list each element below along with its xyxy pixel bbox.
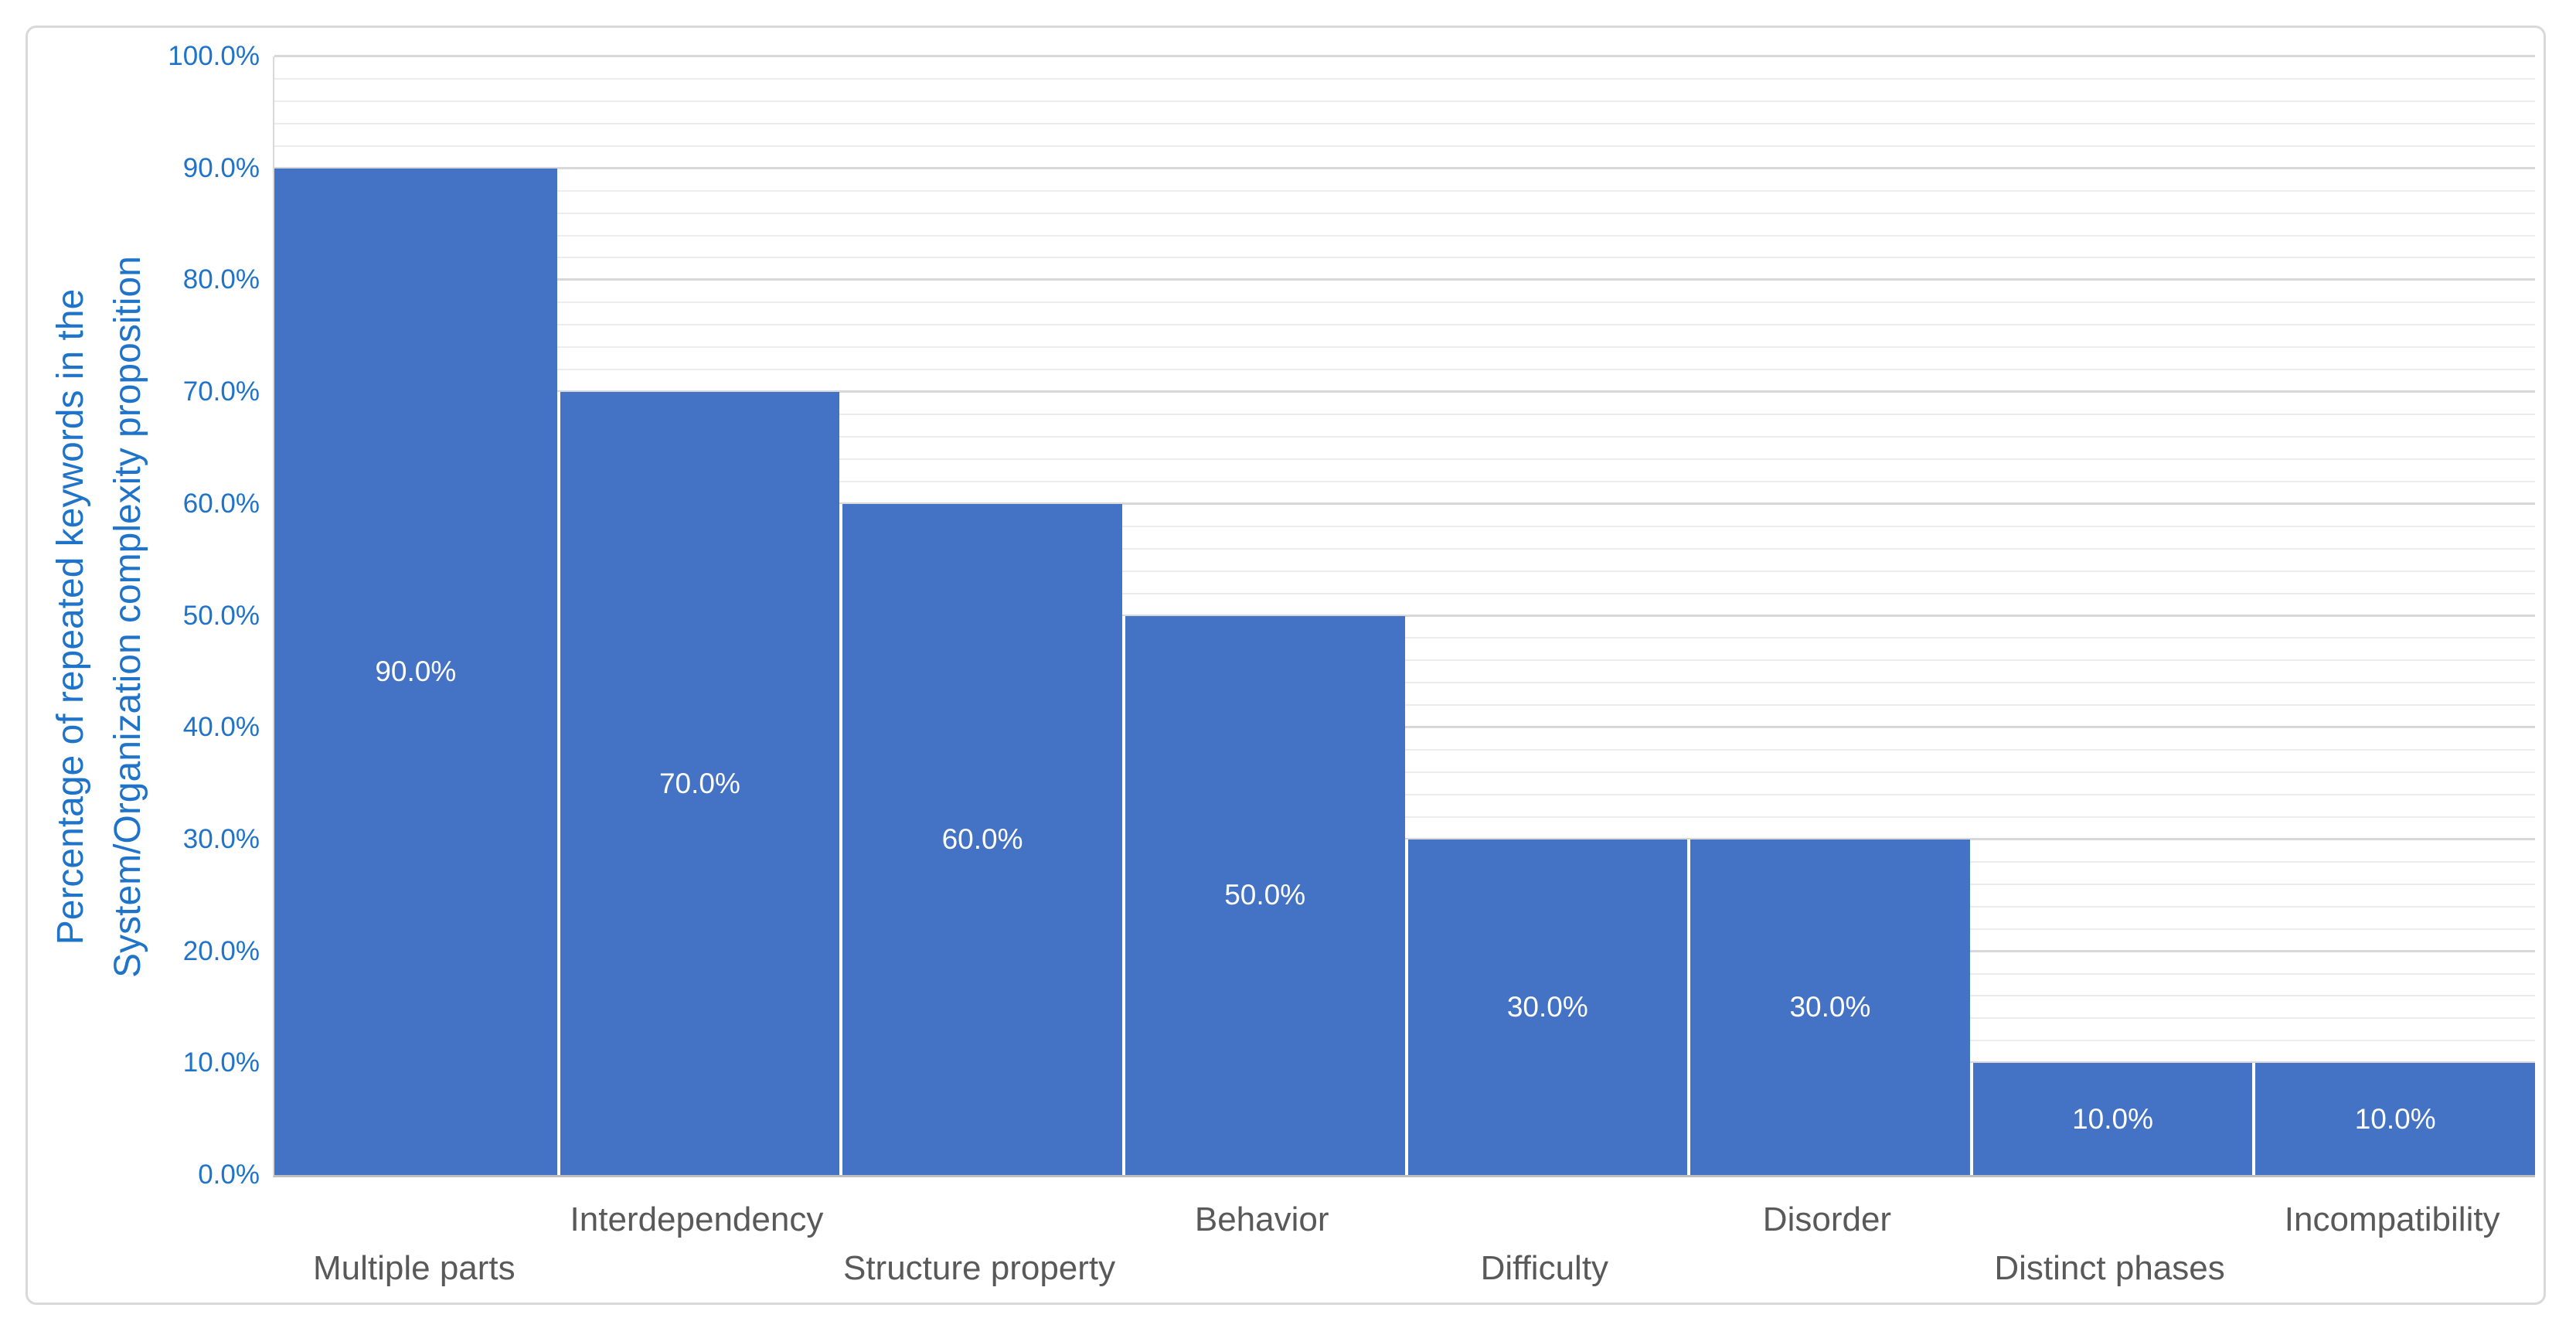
minor-gridline bbox=[274, 234, 2535, 237]
plot-area: 90.0% 70.0% 60.0% 50.0% 30.0% 30.0% 10.0% 10.0% bbox=[273, 55, 2535, 1177]
bar-8: 10.0% bbox=[2252, 1063, 2535, 1175]
minor-gridline bbox=[274, 324, 2535, 326]
category-label: Behavior bbox=[1194, 1200, 1329, 1238]
minor-gridline bbox=[274, 257, 2535, 259]
category-label: Structure property bbox=[842, 1249, 1116, 1287]
y-tick-label: 60.0% bbox=[182, 488, 260, 519]
bar-value-label: 50.0% bbox=[1224, 879, 1306, 911]
y-tick-label: 90.0% bbox=[182, 152, 260, 183]
minor-gridline bbox=[274, 592, 2535, 594]
y-tick-label: 0.0% bbox=[198, 1160, 260, 1190]
y-tick-label: 80.0% bbox=[182, 264, 260, 295]
minor-gridline bbox=[274, 480, 2535, 482]
minor-gridline bbox=[274, 369, 2535, 371]
y-tick-label: 50.0% bbox=[182, 600, 260, 631]
minor-gridline bbox=[274, 704, 2535, 707]
minor-gridline bbox=[274, 100, 2535, 102]
bar-value-label: 30.0% bbox=[1789, 990, 1871, 1023]
minor-gridline bbox=[274, 570, 2535, 572]
minor-gridline bbox=[274, 794, 2535, 796]
minor-gridline bbox=[274, 346, 2535, 349]
y-tick-label: 40.0% bbox=[182, 712, 260, 743]
bar-4: 50.0% bbox=[1121, 615, 1405, 1175]
major-gridline bbox=[274, 166, 2535, 169]
y-tick-label: 70.0% bbox=[182, 376, 260, 407]
minor-gridline bbox=[274, 659, 2535, 662]
bar-7: 10.0% bbox=[1969, 1063, 2253, 1175]
bar-value-label: 30.0% bbox=[1506, 990, 1588, 1023]
minor-gridline bbox=[274, 637, 2535, 639]
minor-gridline bbox=[274, 414, 2535, 416]
minor-gridline bbox=[274, 301, 2535, 304]
bar-value-label: 10.0% bbox=[2354, 1102, 2436, 1135]
category-label: Incompatibility bbox=[2284, 1200, 2500, 1238]
y-tick-label: 10.0% bbox=[182, 1047, 260, 1078]
minor-gridline bbox=[274, 749, 2535, 751]
minor-gridline bbox=[274, 212, 2535, 214]
bar-value-label: 90.0% bbox=[375, 655, 457, 687]
category-label: Interdependency bbox=[570, 1200, 824, 1238]
minor-gridline bbox=[274, 77, 2535, 80]
minor-gridline bbox=[274, 547, 2535, 550]
major-gridline bbox=[274, 390, 2535, 393]
major-gridline bbox=[274, 726, 2535, 729]
category-label: Difficulty bbox=[1480, 1249, 1609, 1287]
y-tick-label: 30.0% bbox=[182, 823, 260, 854]
category-label: Multiple parts bbox=[312, 1249, 516, 1287]
bar-value-label: 60.0% bbox=[941, 822, 1023, 855]
major-gridline bbox=[274, 502, 2535, 505]
minor-gridline bbox=[274, 816, 2535, 818]
minor-gridline bbox=[274, 458, 2535, 460]
category-label: Distinct phases bbox=[1994, 1249, 2225, 1287]
bar-value-label: 10.0% bbox=[2072, 1102, 2154, 1135]
major-gridline bbox=[274, 55, 2535, 57]
minor-gridline bbox=[274, 771, 2535, 774]
y-tick-label: 20.0% bbox=[182, 935, 260, 966]
bar-value-label: 70.0% bbox=[658, 767, 740, 799]
bar-5: 30.0% bbox=[1404, 839, 1688, 1175]
minor-gridline bbox=[274, 525, 2535, 527]
minor-gridline bbox=[274, 682, 2535, 684]
bar-6: 30.0% bbox=[1687, 839, 1970, 1175]
minor-gridline bbox=[274, 145, 2535, 147]
major-gridline bbox=[274, 837, 2535, 840]
y-axis-tick-labels: 0.0% 10.0% 20.0% 30.0% 40.0% 50.0% 60.0% 70.0% 8… bbox=[0, 41, 260, 1190]
minor-gridline bbox=[274, 435, 2535, 438]
major-gridline bbox=[274, 614, 2535, 617]
category-label: Disorder bbox=[1762, 1200, 1892, 1238]
bar-2: 70.0% bbox=[556, 392, 840, 1175]
bar-3: 60.0% bbox=[839, 503, 1122, 1175]
major-gridline bbox=[274, 278, 2535, 281]
bar-1: 90.0% bbox=[274, 168, 557, 1175]
minor-gridline bbox=[274, 122, 2535, 124]
x-axis-category-labels: Multiple parts Interdependency Structure p… bbox=[273, 1175, 2533, 1330]
minor-gridline bbox=[274, 189, 2535, 192]
y-tick-label: 100.0% bbox=[168, 41, 260, 71]
